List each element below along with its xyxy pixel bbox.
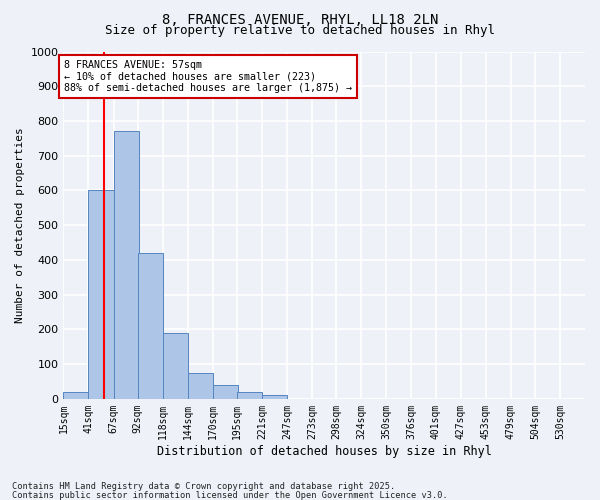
Bar: [113, 132, 139, 399]
Text: Contains public sector information licensed under the Open Government Licence v3: Contains public sector information licen…: [12, 490, 448, 500]
Bar: [262, 396, 287, 399]
Bar: [163, 333, 188, 399]
Bar: [88, 190, 113, 399]
Bar: [64, 392, 88, 399]
Text: Size of property relative to detached houses in Rhyl: Size of property relative to detached ho…: [105, 24, 495, 37]
Text: Contains HM Land Registry data © Crown copyright and database right 2025.: Contains HM Land Registry data © Crown c…: [12, 482, 395, 491]
Text: 8, FRANCES AVENUE, RHYL, LL18 2LN: 8, FRANCES AVENUE, RHYL, LL18 2LN: [162, 12, 438, 26]
Bar: [137, 253, 163, 399]
Bar: [237, 392, 262, 399]
Y-axis label: Number of detached properties: Number of detached properties: [15, 128, 25, 323]
Text: 8 FRANCES AVENUE: 57sqm
← 10% of detached houses are smaller (223)
88% of semi-d: 8 FRANCES AVENUE: 57sqm ← 10% of detache…: [64, 60, 352, 94]
X-axis label: Distribution of detached houses by size in Rhyl: Distribution of detached houses by size …: [157, 444, 491, 458]
Bar: [188, 373, 213, 399]
Bar: [213, 385, 238, 399]
